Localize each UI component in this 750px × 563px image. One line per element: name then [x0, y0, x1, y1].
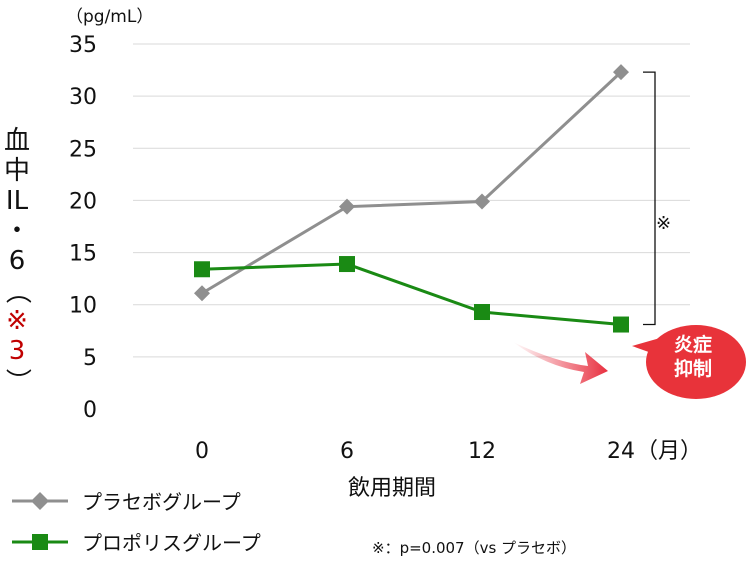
callout-badge-shape: [632, 325, 746, 399]
data-point-square: [613, 316, 629, 333]
x-unit-label: （月）: [636, 439, 703, 464]
y-label-part: IL: [5, 186, 29, 216]
y-label-part: 血: [3, 126, 30, 156]
significance-bracket: [643, 71, 656, 326]
y-label-part: ・: [3, 216, 30, 246]
propolis-legend-marker: [12, 533, 68, 550]
y-label-part: 中: [3, 156, 30, 186]
callout-line: 抑制: [673, 358, 712, 380]
x-tick-label: 0: [195, 439, 209, 464]
data-point-square: [339, 256, 355, 273]
gridlines: [133, 43, 690, 358]
y-label-part: （: [1, 277, 32, 305]
y-tick-label: 30: [69, 85, 97, 110]
legend-label-propolis: プロポリスグループ: [82, 531, 261, 555]
legend-label-placebo: プラセボグループ: [82, 490, 241, 514]
callout-text: 炎症 抑制: [640, 333, 746, 381]
y-label-part: 6: [8, 246, 26, 276]
footnote: ※：p=0.007（vs プラセボ）: [372, 539, 577, 557]
legend-item-placebo: プラセボグループ: [12, 486, 241, 515]
y-label-note-mark: ※: [6, 306, 28, 336]
data-point-square: [474, 304, 490, 321]
y-tick-label: 10: [69, 294, 97, 319]
bracket-line: [643, 71, 656, 326]
data-point-diamond: [474, 193, 490, 210]
y-tick-label: 20: [69, 189, 97, 214]
y-tick-label: 15: [69, 242, 97, 267]
data-point-diamond: [613, 64, 629, 81]
placebo-legend-marker: [12, 491, 68, 510]
data-point-diamond: [194, 285, 210, 302]
series-line: [201, 71, 623, 295]
y-tick-label: 0: [83, 398, 97, 423]
x-tick-label: 6: [340, 439, 354, 464]
y-label-part: ）: [1, 367, 32, 395]
y-tick-label: 25: [69, 137, 97, 162]
x-tick-label: 24: [607, 439, 635, 464]
y-label-note-number: 3: [8, 336, 26, 366]
y-tick-label: 35: [69, 33, 97, 58]
series-group: [194, 64, 629, 333]
legend-item-propolis: プロポリスグループ: [12, 527, 261, 556]
y-unit-label: （pg/mL）: [66, 7, 154, 27]
x-tick-labels: 0 6 12 24: [195, 439, 635, 464]
decline-arrow-shape: [513, 342, 608, 384]
x-axis-label: 飲用期間: [348, 476, 437, 501]
callout-line: 炎症: [673, 334, 712, 356]
y-tick-labels: 0 5 10 15 20 25 30 35: [69, 33, 97, 423]
series-line: [201, 262, 622, 327]
data-point-diamond: [339, 198, 355, 215]
significance-mark: ※: [656, 213, 672, 234]
y-tick-label: 5: [83, 346, 97, 371]
x-tick-label: 12: [468, 439, 496, 464]
y-axis-label: 血 中 IL ・ 6 （ ※ 3 ）: [2, 126, 32, 396]
data-point-square: [194, 261, 210, 278]
